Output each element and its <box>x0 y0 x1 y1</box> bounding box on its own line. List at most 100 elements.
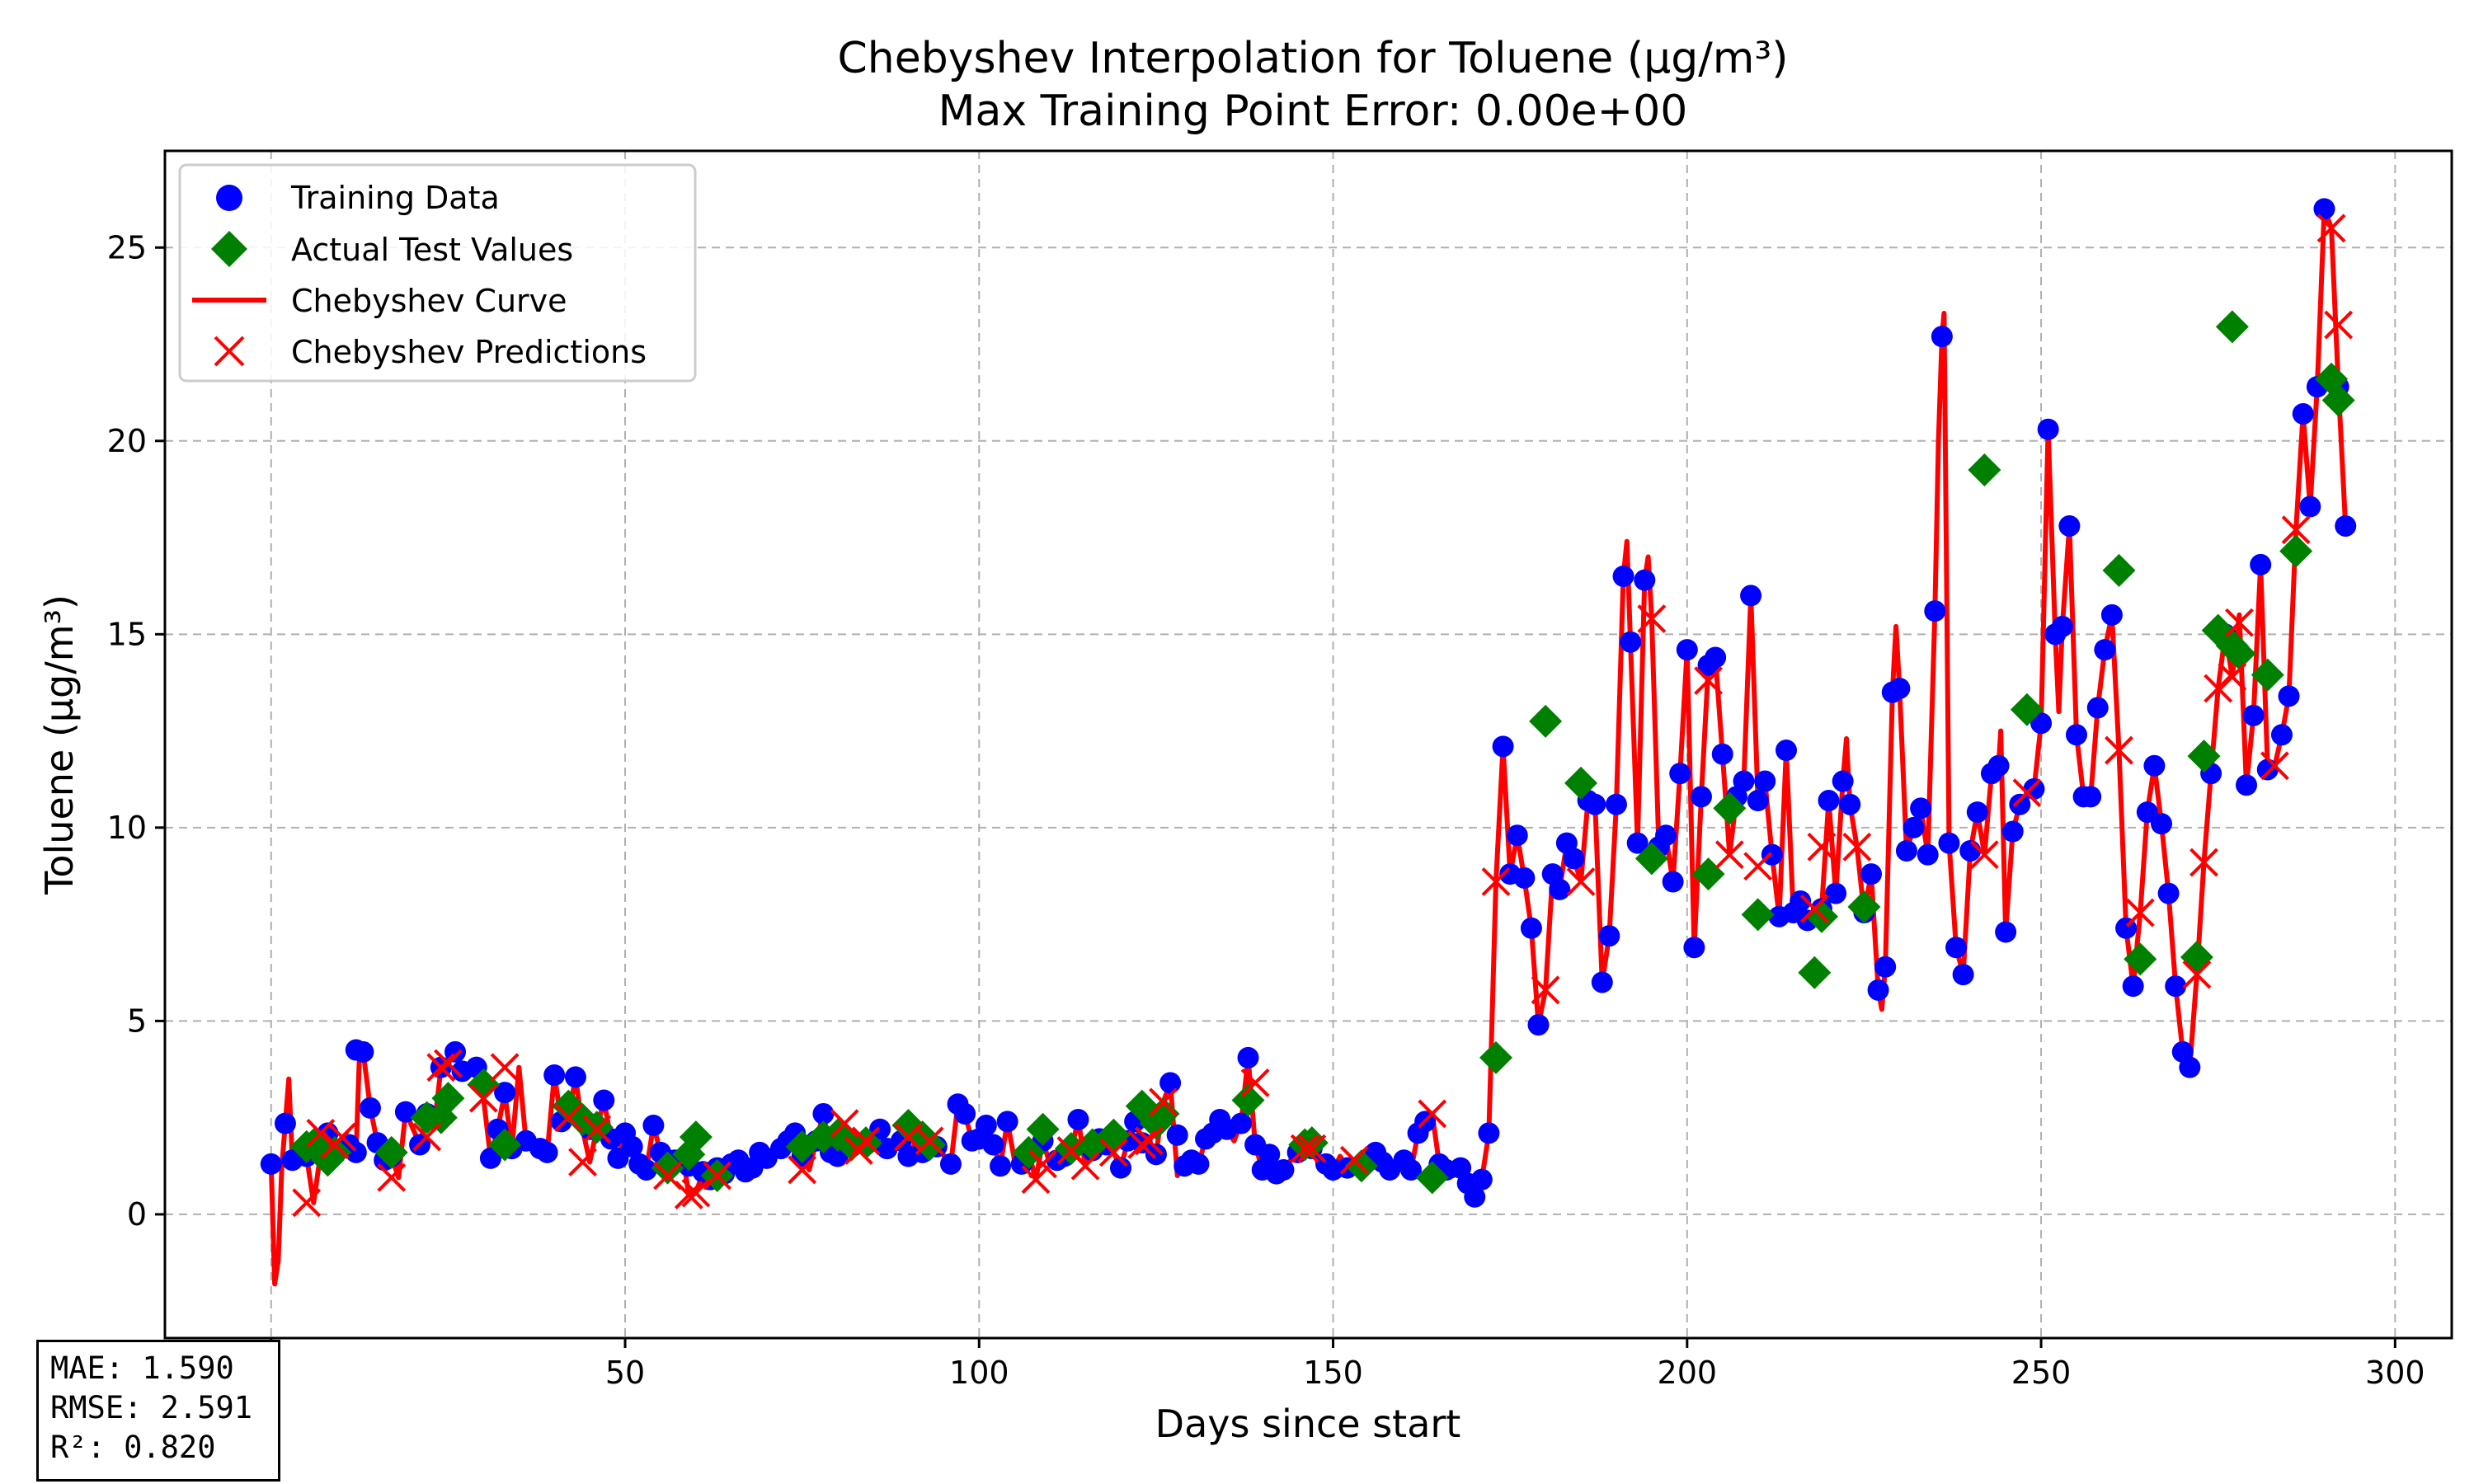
training-point <box>1711 743 1733 765</box>
prediction-point <box>1297 1134 1327 1163</box>
training-point <box>1563 848 1585 870</box>
training-point <box>2179 1056 2201 1078</box>
test-point <box>1847 890 1881 924</box>
training-point <box>1626 832 1649 854</box>
test-point <box>2222 636 2256 670</box>
prediction-point <box>1807 832 1837 862</box>
training-point <box>2023 777 2045 800</box>
training-point <box>990 1155 1012 1177</box>
prediction-point <box>468 1083 498 1113</box>
legend-test-label: Actual Test Values <box>291 232 573 268</box>
training-point <box>1931 326 1953 348</box>
prediction-point <box>1714 840 1744 870</box>
training-point <box>352 1040 374 1063</box>
training-point <box>2030 712 2053 735</box>
test-point <box>2251 658 2284 692</box>
test-point <box>1564 766 1598 800</box>
prediction-point <box>490 1053 520 1082</box>
prediction-point <box>830 1109 859 1139</box>
training-point <box>1910 797 1932 819</box>
prediction-point <box>2324 310 2354 340</box>
test-point <box>2279 534 2313 568</box>
test-point <box>2010 693 2044 726</box>
prediction-point <box>292 1188 322 1218</box>
test-point <box>2180 940 2213 974</box>
training-point <box>1620 631 1642 653</box>
x-tick-label: 150 <box>1303 1355 1363 1391</box>
prediction-point <box>1127 1130 1157 1159</box>
test-point <box>1798 956 1832 989</box>
training-point <box>621 1135 643 1158</box>
training-point <box>1492 735 1514 758</box>
y-tick-label: 25 <box>107 229 147 265</box>
training-point <box>1669 763 1691 785</box>
prediction-point <box>1418 1099 1447 1129</box>
training-point <box>1272 1158 1295 1181</box>
prediction-point <box>1637 604 1667 633</box>
training-point <box>996 1111 1018 1133</box>
test-point <box>1415 1161 1449 1195</box>
prediction-point <box>1842 832 1872 862</box>
training-point <box>1584 793 1606 815</box>
training-point <box>642 1115 665 1137</box>
training-point <box>1959 839 1982 862</box>
x-axis-label: Days since start <box>1155 1402 1461 1446</box>
prediction-point <box>788 1155 817 1185</box>
training-point <box>1605 793 1627 815</box>
training-point <box>1399 1158 1422 1181</box>
training-point <box>2299 495 2321 518</box>
prediction-point <box>412 1122 442 1152</box>
prediction-point <box>1969 840 1999 870</box>
prediction-point <box>2012 778 2042 808</box>
training-point <box>1634 569 1656 591</box>
prediction-point <box>851 1126 881 1156</box>
training-point <box>1683 937 1705 959</box>
training-point <box>1598 925 1620 947</box>
training-point <box>2236 774 2258 796</box>
training-point <box>1874 956 1897 978</box>
training-point <box>1818 790 1840 812</box>
test-point <box>1529 704 1563 738</box>
training-point <box>1478 1122 1500 1144</box>
training-point <box>2157 882 2180 904</box>
training-point <box>1995 921 2017 943</box>
training-point <box>2270 724 2293 746</box>
mae-metric: MAE: 1.590 <box>50 1350 234 1386</box>
training-point <box>1188 1153 1210 1175</box>
prediction-point <box>1028 1149 1057 1179</box>
legend-test-marker <box>211 231 247 267</box>
prediction-point <box>2260 751 2289 781</box>
prediction-point <box>433 1049 463 1078</box>
training-point <box>1237 1046 1259 1068</box>
x-tick-label: 300 <box>2365 1355 2425 1391</box>
legend-prediction-marker <box>214 336 245 367</box>
prediction-point <box>1481 867 1511 896</box>
training-point <box>1705 646 1727 669</box>
training-point <box>1662 871 1684 893</box>
prediction-point <box>553 1103 583 1133</box>
y-axis-label: Toluene (µg/m³) <box>37 594 82 895</box>
x-tick-label: 50 <box>605 1355 645 1391</box>
training-point <box>1860 863 1883 885</box>
training-point <box>1895 839 1917 862</box>
training-point <box>1655 824 1677 847</box>
training-point <box>536 1141 558 1163</box>
y-axis-ticks: 0 5 10 15 20 25 <box>107 229 165 1233</box>
training-point <box>2080 786 2102 808</box>
y-tick-label: 15 <box>107 616 147 652</box>
training-point <box>2335 514 2357 537</box>
training-point <box>1987 754 2010 777</box>
training-point <box>2143 754 2166 777</box>
prediction-point <box>1339 1145 1369 1175</box>
training-point <box>1527 1014 1550 1036</box>
training-point <box>1230 1112 1252 1134</box>
test-point <box>913 1128 947 1162</box>
training-point <box>2094 639 2116 661</box>
training-point <box>1506 824 1528 847</box>
training-point <box>2256 758 2279 781</box>
training-point <box>2065 724 2087 746</box>
training-point <box>2009 793 2031 815</box>
prediction-point <box>426 1053 456 1082</box>
